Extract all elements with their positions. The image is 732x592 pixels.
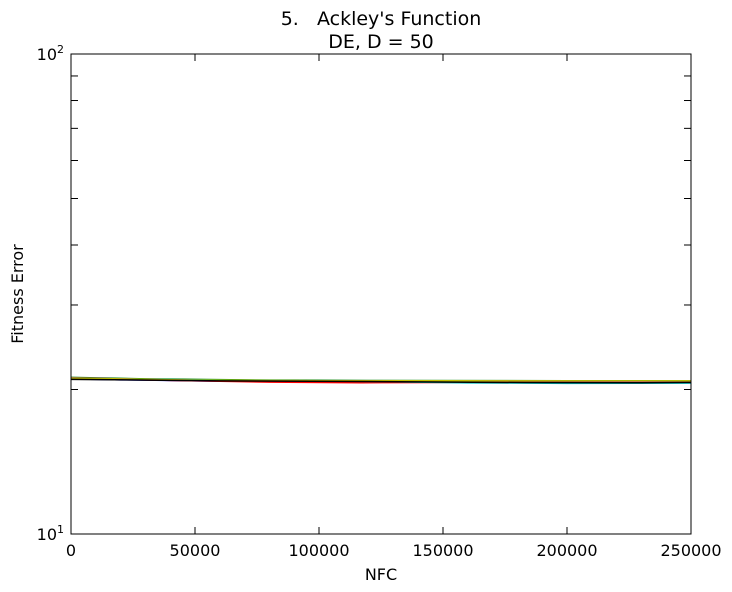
x-tick-label-3: 150000 <box>412 541 473 560</box>
x-tick-label-1: 50000 <box>170 541 221 560</box>
series-line-7 <box>70 378 692 384</box>
y-tick-label-1: 102 <box>37 43 64 64</box>
x-tick-label-5: 250000 <box>660 541 721 560</box>
x-tick-label-2: 100000 <box>288 541 349 560</box>
x-tick-label-4: 200000 <box>536 541 597 560</box>
y-axis-label: Fitness Error <box>8 244 27 344</box>
x-axis-label: NFC <box>365 565 397 584</box>
x-tick-label-0: 0 <box>66 541 76 560</box>
chart-title-line2: DE, D = 50 <box>328 31 434 53</box>
series-layer <box>70 376 692 385</box>
chart-title-line1: 5. Ackley's Function <box>281 8 482 30</box>
plot-frame <box>70 53 692 535</box>
y-tick-label-0: 101 <box>37 523 64 544</box>
x-ticks: 0 50000 100000 150000 200000 250000 <box>66 54 722 560</box>
